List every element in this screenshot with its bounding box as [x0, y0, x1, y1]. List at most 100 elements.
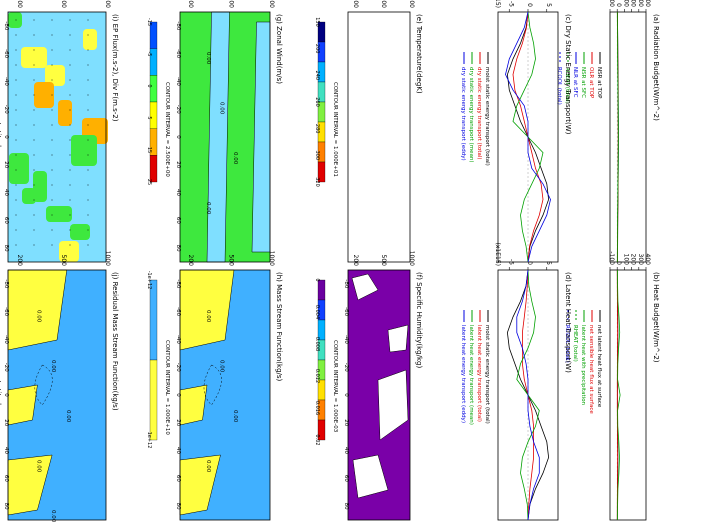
ep-patch [70, 224, 90, 240]
ep-vector [51, 19, 53, 21]
value-tick-label: 200 [630, 254, 637, 266]
chart-title: (a) Radiation Budget(W/m^-2) [652, 14, 660, 121]
colorbar-tick-label: 280 [314, 124, 320, 134]
value-tick-label: 200 [630, 0, 637, 7]
latitude-tick-label: -20 [343, 363, 349, 372]
humidity-hole [377, 369, 409, 441]
latitude-tick-label: 60 [3, 217, 9, 224]
latitude-tick-label: -20 [3, 105, 9, 114]
ep-vector [51, 244, 53, 246]
ep-vector [33, 109, 35, 111]
ep-vector [69, 229, 71, 231]
colorbar-tick-label: 0.012 [314, 369, 320, 383]
legend-label: net sensible heat flux at surface [588, 325, 594, 414]
ep-vector [69, 94, 71, 96]
latitude-tick-label: 40 [175, 447, 181, 454]
latitude-tick-label: 60 [175, 217, 181, 224]
contour-interval: CONTOUR INTERVAL = 1.000E-03 [332, 340, 338, 433]
value-tick-label: 0 [615, 261, 622, 265]
legend-label: RHEAT (total) [564, 67, 570, 104]
pressure-tick-label: 500 [380, 255, 387, 267]
ep-vector [51, 124, 53, 126]
ep-patch [9, 153, 29, 184]
ep-vector [51, 139, 53, 141]
latitude-tick-label: -20 [175, 105, 181, 114]
ep-patch [8, 12, 22, 28]
latitude-tick-label: -40 [343, 335, 349, 344]
ep-vector [87, 184, 89, 186]
humidity-hole [387, 324, 409, 353]
humidity-hole [352, 454, 389, 499]
plot-frame [7, 269, 107, 521]
value-tick-label: -100 [608, 251, 615, 265]
ep-vector [33, 199, 35, 201]
ep-patch [46, 206, 72, 222]
ep-vector [69, 124, 71, 126]
pressure-tick-label: 1000 [268, 0, 275, 8]
ep-vector [15, 109, 17, 111]
colorbar-tick-label: 0 [314, 278, 320, 281]
value-tick-label: 0 [526, 3, 533, 7]
pressure-tick-label: 500 [380, 0, 387, 8]
latitude-tick-label: 0 [343, 393, 349, 397]
ep-vector [15, 214, 17, 216]
chart-e: 1000 500 200 (e) Temperature(degK) CONTOUR I… [314, 0, 423, 263]
legend-label: OLR at TOP [588, 67, 594, 99]
ep-patch [33, 171, 47, 202]
value-tick-label: 0 [526, 261, 533, 265]
legend-label: moist static energy transport (total) [484, 67, 490, 166]
value-tick-label: 5 [545, 3, 552, 7]
contour-label: 0.00 [205, 202, 211, 215]
plot-frame [609, 269, 647, 521]
pressure-tick-label: 1000 [104, 251, 111, 266]
ep-vector [33, 154, 35, 156]
ep-vector [69, 19, 71, 21]
value-tick-label: -5 [507, 259, 514, 265]
ep-vector [51, 154, 53, 156]
series-line [505, 11, 551, 263]
ep-vector [87, 154, 89, 156]
ep-vector [15, 229, 17, 231]
latitude-tick-label: -60 [3, 49, 9, 58]
contour-label: 0.00 [205, 310, 211, 323]
ep-vector [33, 34, 35, 36]
colorbar-tick-label: 5 [146, 116, 152, 119]
ep-vector [87, 199, 89, 201]
plot-frame [7, 11, 107, 263]
contour-label: 0.00 [35, 460, 41, 473]
ep-vector [15, 244, 17, 246]
latitude-axis-label: Latitude [0, 123, 2, 152]
legend-label: RCOOL (total) [556, 67, 562, 105]
latitude-tick-label: -80 [3, 21, 9, 30]
value-tick-label: -5 [507, 1, 514, 7]
chart-title: (i) EP Flux(m.s-2), Div F(m.s-2) [111, 14, 119, 122]
colorbar-tick-label: 0.02 [314, 434, 320, 445]
legend-label: RHEAT (total) [572, 325, 578, 362]
ep-vector [87, 169, 89, 171]
pressure-tick-label: 500 [228, 255, 235, 267]
latitude-tick-label: -60 [175, 49, 181, 58]
colorbar-cell [149, 75, 158, 103]
latitude-tick-label: 40 [175, 189, 181, 196]
contour-interval: CONTOUR INTERVAL = 2.500E+00 [164, 82, 170, 177]
ep-vector [87, 124, 89, 126]
humidity-hole [351, 273, 379, 301]
chart-h: 1000 500 200 -80 -60 -40 -20 0 20 40 60 80 (h) Mass … [146, 251, 283, 521]
ep-vector [51, 49, 53, 51]
latitude-tick-label: 20 [343, 419, 349, 426]
ep-vector [87, 34, 89, 36]
chart-i: 1000 500 200 -80 -60 -40 -20 0 20 40 60 80 (i) EP Fl… [0, 0, 119, 263]
contour-label: 0.00 [219, 360, 225, 373]
latitude-tick-label: 0 [175, 135, 181, 139]
plot-frame [179, 11, 271, 263]
latitude-tick-label: -60 [3, 307, 9, 316]
ep-vector [15, 49, 17, 51]
colorbar-cell [149, 279, 158, 361]
ep-vector [51, 79, 53, 81]
colorbar-cell [317, 419, 326, 441]
colorbar-tick-label: -1e+12 [146, 271, 152, 290]
ep-vector [51, 64, 53, 66]
latitude-tick-label: 80 [3, 503, 9, 510]
latitude-tick-label: -80 [343, 279, 349, 288]
pressure-tick-label: 1000 [408, 251, 415, 266]
